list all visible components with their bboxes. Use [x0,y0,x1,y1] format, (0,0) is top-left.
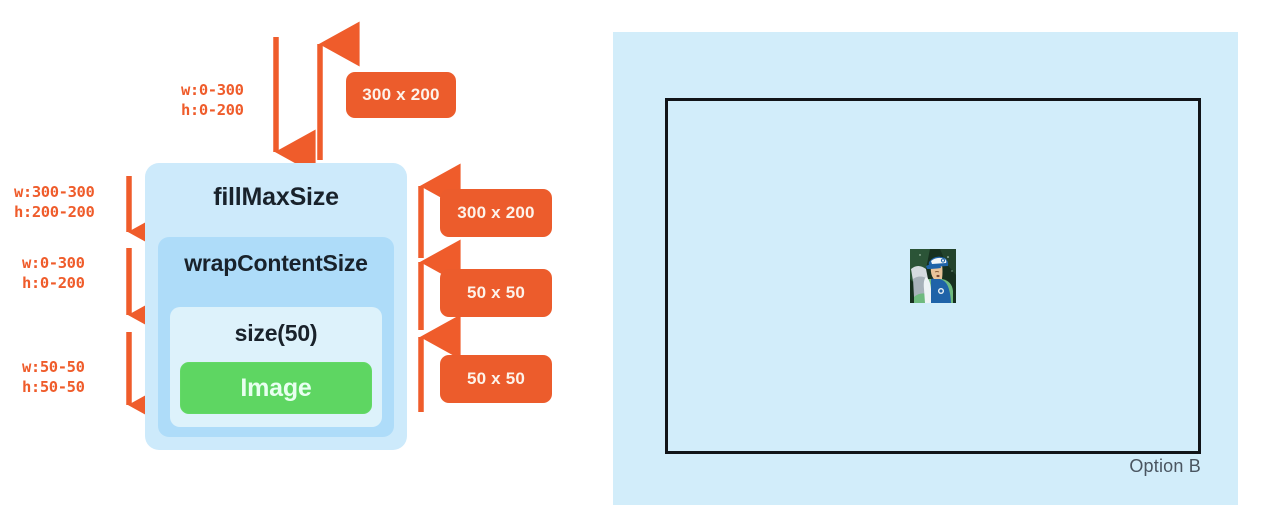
measured-badge-wrap: 50 x 50 [440,269,552,317]
measured-badge-fillmax: 300 x 200 [440,189,552,237]
constraint-label-fillmax-out: w:300-300 h:200-200 [14,183,95,221]
box-image: Image [180,362,372,414]
box-label-image: Image [240,374,312,402]
box-fill-max-size: fillMaxSize wrapContentSize size(50) Ima… [145,163,407,450]
box-label-fill-max-size: fillMaxSize [213,183,339,211]
box-wrap-content-size: wrapContentSize size(50) Image [158,237,394,437]
avatar-image [910,249,956,303]
box-size-50: size(50) Image [170,307,382,427]
measured-badge-size: 50 x 50 [440,355,552,403]
constraints-diagram: fillMaxSize wrapContentSize size(50) Ima… [0,0,600,524]
constraint-label-size-out: w:50-50 h:50-50 [22,358,85,396]
box-label-wrap-content-size: wrapContentSize [184,250,368,276]
box-label-size-50: size(50) [234,320,318,346]
preview-frame [665,98,1201,454]
avatar-artwork [910,249,956,303]
preview-panel: Option B [613,32,1238,505]
preview-caption: Option B [1129,456,1201,476]
constraint-label-wrap-out: w:0-300 h:0-200 [22,254,85,292]
measured-badge-root: 300 x 200 [346,72,456,118]
constraint-label-incoming-root: w:0-300 h:0-200 [181,81,244,119]
